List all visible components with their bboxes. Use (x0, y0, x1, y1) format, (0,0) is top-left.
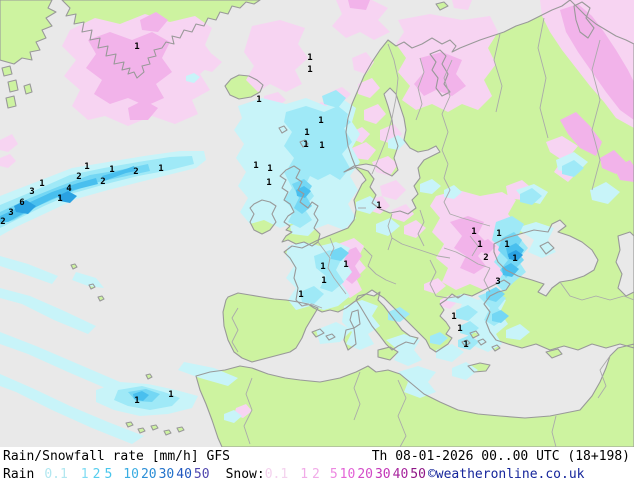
precip-value-label: 1 (134, 42, 139, 52)
precip-value-label: 1 (266, 178, 271, 188)
snow-legend-label: Snow: (225, 467, 265, 482)
title-row: Rain/Snowfall rate [mm/h] GFS Th 08-01-2… (0, 447, 634, 464)
rain-legend-value: 10 (123, 467, 139, 482)
precip-value-label: 1 (463, 340, 468, 350)
rain-legend-value: 40 (176, 467, 192, 482)
precip-value-label: 1 (168, 390, 173, 400)
precip-value-label: 1 (512, 254, 517, 264)
precip-value-label: 1 (134, 396, 139, 406)
rain-legend-value: 1 (80, 467, 89, 482)
rain-heaviest-areas (14, 191, 523, 261)
precip-value-label: 4 (66, 184, 72, 194)
precip-value-label: 3 (495, 277, 500, 287)
rain-legend-label: Rain (3, 467, 35, 482)
precip-value-label: 1 (304, 128, 309, 138)
rain-layer (0, 73, 620, 444)
status-bar: Rain/Snowfall rate [mm/h] GFS Th 08-01-2… (0, 447, 634, 490)
precip-value-label: 1 (267, 164, 272, 174)
precip-value-label: 1 (321, 276, 326, 286)
precip-value-label: 1 (84, 162, 89, 172)
rain-legend-value: 2 (92, 467, 101, 482)
precip-value-label: 2 (76, 172, 81, 182)
precip-value-label: 1 (158, 164, 163, 174)
rain-legend-value: 5 (104, 467, 113, 482)
precip-value-label: 2 (133, 167, 138, 177)
precip-value-label: 1 (318, 116, 323, 126)
precip-value-label: 1 (477, 240, 482, 250)
precip-value-label: 6 (19, 198, 24, 208)
precip-value-label: 1 (457, 324, 462, 334)
precip-value-label: 1 (57, 194, 62, 204)
precip-value-label: 2 (100, 177, 105, 187)
precip-value-label: 1 (109, 165, 114, 175)
precip-value-label: 2 (0, 217, 5, 227)
snow-legend-value: 10 (339, 467, 356, 482)
precip-value-label: 1 (39, 179, 44, 189)
snow-legend-value: 2 (312, 467, 320, 482)
precip-value-label: 3 (29, 187, 34, 197)
legend-row: Rain 0.1 1 2 5 10 20 30 40 50 Snow: 0.1 1 2 5 10 20 30… (0, 464, 634, 482)
precip-value-label: 1 (451, 312, 456, 322)
precip-value-label: 1 (303, 140, 308, 150)
precip-value-label: 1 (253, 161, 258, 171)
country-borders (231, 17, 634, 447)
precip-value-label: 2 (483, 253, 488, 263)
precip-value-label: 1 (376, 201, 381, 211)
precip-value-label: 1 (471, 227, 476, 237)
snow-legend-value: 30 (374, 467, 391, 482)
precip-value-label: 1 (320, 262, 325, 272)
rain-legend-values: 0.1 1 2 5 10 20 30 40 50 (44, 467, 211, 482)
snow-legend-values: 0.1 1 2 5 10 20 30 40 50 (265, 467, 428, 482)
precip-value-label: 1 (307, 65, 312, 75)
snow-legend-value: 20 (357, 467, 373, 482)
precip-value-label: 1 (319, 141, 324, 151)
copyright-text: ©weatheronline.co.uk (427, 467, 585, 482)
precip-value-label: 1 (298, 290, 303, 300)
valid-time: Th 08-01-2026 00..00 UTC (18+198) (371, 449, 630, 464)
rain-legend-value: 0.1 (44, 467, 68, 482)
precip-value-label: 1 (343, 260, 348, 270)
snow-legend-value: 1 (300, 467, 309, 482)
precip-value-label: 1 (256, 95, 261, 105)
map-title: Rain/Snowfall rate [mm/h] GFS (3, 449, 230, 464)
snow-legend-value: 5 (329, 467, 338, 482)
rain-legend-value: 30 (158, 467, 175, 482)
snow-legend-value: 40 (392, 467, 409, 482)
rain-legend-value: 50 (193, 467, 210, 482)
snow-light-areas (0, 0, 634, 418)
precip-value-label: 1 (307, 53, 312, 63)
rain-legend-value: 20 (140, 467, 157, 482)
precip-value-label: 1 (496, 229, 501, 239)
snow-legend-value: 50 (410, 467, 426, 482)
precip-value-label: 3 (8, 208, 13, 218)
snow-legend-value: 0.1 (264, 467, 289, 482)
precip-value-label: 1 (504, 240, 509, 250)
